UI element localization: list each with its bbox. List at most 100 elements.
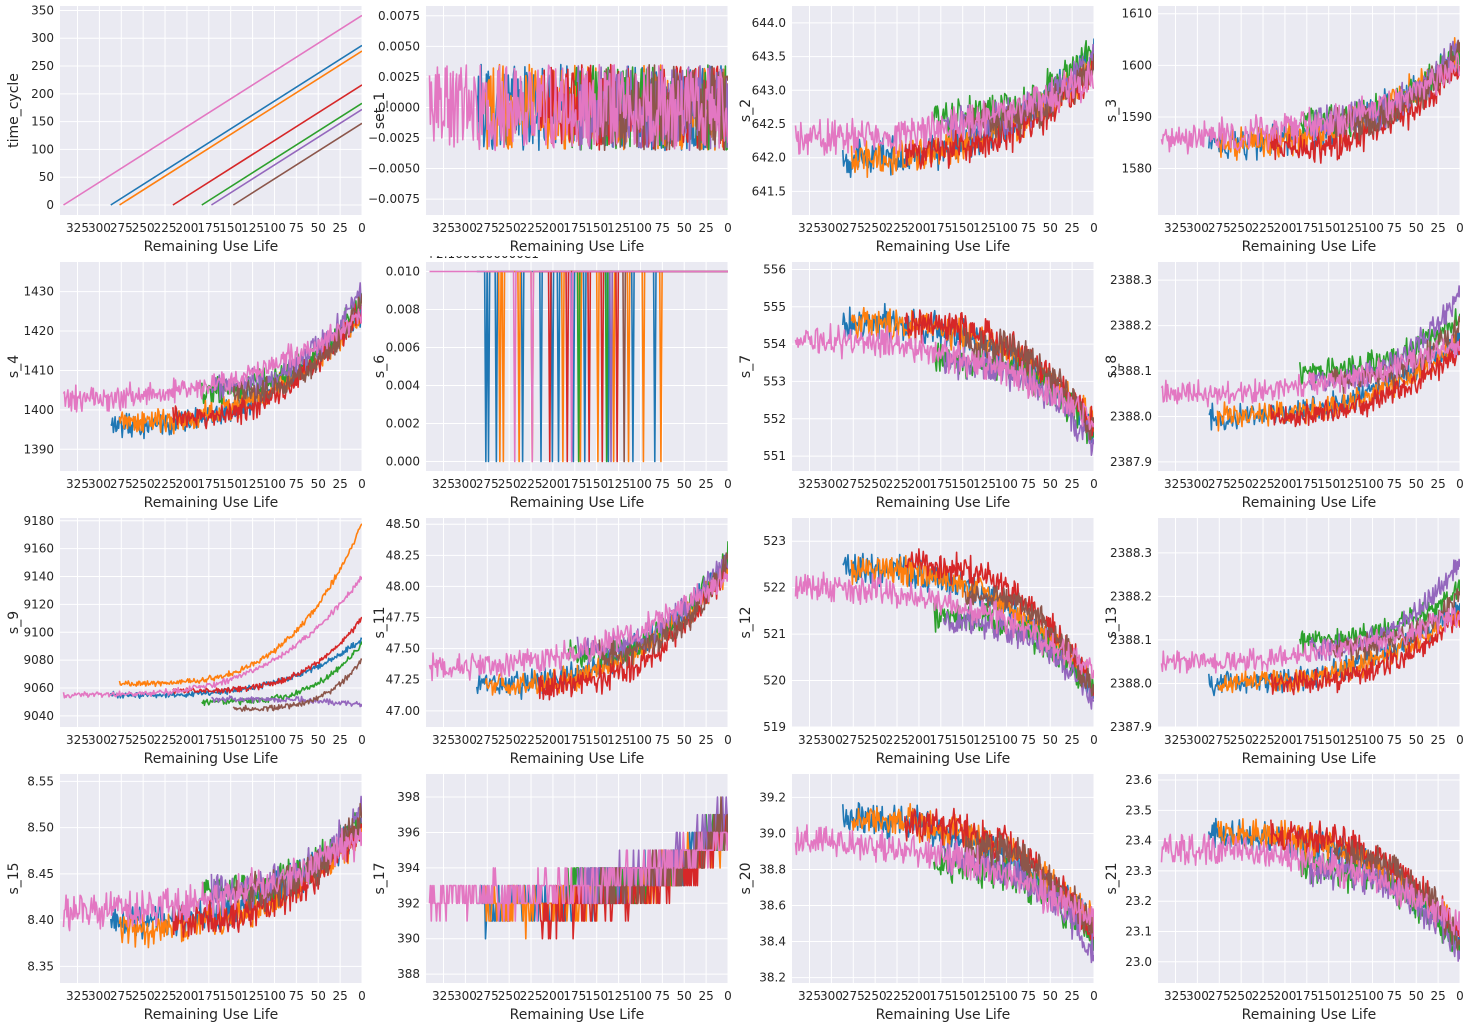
plot-area [1158, 518, 1460, 727]
x-tick-label: 50 [677, 477, 692, 491]
x-tick-label: 75 [1387, 221, 1402, 235]
x-tick-label: 200 [541, 733, 564, 747]
x-tick-label: 250 [864, 477, 887, 491]
x-axis-label: Remaining Use Life [510, 1007, 645, 1023]
x-tick-label: 250 [864, 733, 887, 747]
x-tick-label: 175 [1295, 477, 1318, 491]
x-tick-label: 25 [332, 989, 347, 1003]
y-tick-label: 554 [763, 337, 786, 351]
series-line-unit-6 [232, 122, 362, 206]
x-tick-label: 225 [520, 989, 543, 1003]
series-line-unit-3 [201, 102, 362, 206]
x-tick-label: 50 [1043, 733, 1058, 747]
x-tick-label: 325 [432, 221, 455, 235]
x-tick-label: 125 [241, 221, 264, 235]
x-tick-label: 175 [929, 989, 952, 1003]
x-tick-label: 100 [1361, 477, 1384, 491]
y-tick-label: 38.6 [759, 899, 786, 913]
y-tick-label: 0.0050 [378, 39, 420, 53]
x-tick-label: 275 [1208, 221, 1231, 235]
series-line-unit-7 [429, 270, 728, 463]
series-line-unit-7 [62, 827, 362, 932]
y-axis-label: s_2 [738, 99, 754, 122]
series-line-unit-7 [62, 575, 362, 699]
x-tick-label: 50 [311, 221, 326, 235]
y-tick-label: 38.4 [759, 935, 786, 949]
x-tick-label: 75 [655, 733, 670, 747]
x-axis-label: Remaining Use Life [144, 239, 279, 255]
x-tick-label: 50 [1043, 989, 1058, 1003]
y-tick-label: 1600 [1121, 58, 1152, 72]
y-tick-label: 150 [31, 115, 54, 129]
x-tick-label: 300 [88, 477, 111, 491]
y-tick-label: 38.8 [759, 862, 786, 876]
x-tick-label: 300 [820, 221, 843, 235]
y-tick-label: 390 [397, 932, 420, 946]
y-tick-label: 555 [763, 300, 786, 314]
y-tick-label: 1430 [23, 285, 54, 299]
series-line-unit-5 [210, 282, 362, 401]
x-tick-label: 50 [677, 733, 692, 747]
series-line-unit-7 [428, 831, 728, 922]
x-tick-label: 150 [219, 733, 242, 747]
x-tick-label: 325 [66, 989, 89, 1003]
y-tick-label: 1420 [23, 324, 54, 338]
x-tick-label: 75 [1021, 221, 1036, 235]
series-line-unit-6 [1330, 39, 1460, 141]
series-line-unit-7 [794, 571, 1094, 680]
series-line-unit-3 [1299, 579, 1460, 655]
y-tick-label: 48.00 [386, 579, 420, 593]
series-line-unit-6 [964, 831, 1094, 935]
x-tick-label: 200 [541, 221, 564, 235]
series-line-unit-5 [942, 603, 1094, 710]
x-tick-label: 325 [432, 989, 455, 1003]
x-tick-label: 225 [1252, 733, 1275, 747]
x-tick-label: 325 [1164, 989, 1187, 1003]
y-tick-label: 23.3 [1125, 864, 1152, 878]
x-tick-label: 250 [498, 221, 521, 235]
y-tick-label: 8.40 [27, 913, 54, 927]
series-line-unit-7 [794, 61, 1094, 156]
x-axis-label: Remaining Use Life [876, 239, 1011, 255]
x-tick-label: 25 [1064, 221, 1079, 235]
x-tick-label: 325 [66, 221, 89, 235]
x-tick-label: 100 [629, 733, 652, 747]
x-tick-label: 125 [241, 989, 264, 1003]
x-tick-label: 200 [1273, 989, 1296, 1003]
x-tick-label: 150 [1317, 733, 1340, 747]
x-tick-label: 175 [197, 989, 220, 1003]
x-tick-label: 100 [629, 477, 652, 491]
x-tick-label: 150 [951, 477, 974, 491]
y-tick-label: 642.0 [752, 151, 786, 165]
y-tick-label: 8.55 [27, 774, 54, 788]
x-tick-label: 0 [358, 221, 366, 235]
x-tick-label: 125 [607, 733, 630, 747]
y-tick-label: 2388.0 [1110, 676, 1152, 690]
x-tick-label: 50 [677, 989, 692, 1003]
y-tick-label: 48.50 [386, 517, 420, 531]
x-tick-label: 25 [1064, 477, 1079, 491]
x-tick-label: 150 [219, 477, 242, 491]
x-tick-label: 25 [698, 989, 713, 1003]
x-tick-label: 225 [154, 221, 177, 235]
x-tick-label: 175 [197, 221, 220, 235]
y-tick-label: 519 [763, 720, 786, 734]
x-tick-label: 50 [1043, 477, 1058, 491]
y-axis-label: s_3 [1104, 99, 1120, 122]
x-tick-label: 200 [907, 733, 930, 747]
x-tick-label: 0 [1090, 989, 1098, 1003]
x-tick-label: 175 [563, 733, 586, 747]
x-tick-label: 275 [476, 221, 499, 235]
y-tick-label: 47.50 [386, 642, 420, 656]
x-tick-label: 250 [132, 989, 155, 1003]
x-axis-label: Remaining Use Life [144, 751, 279, 767]
x-tick-label: 150 [1317, 221, 1340, 235]
plot-area [1158, 262, 1460, 471]
x-tick-label: 225 [154, 733, 177, 747]
